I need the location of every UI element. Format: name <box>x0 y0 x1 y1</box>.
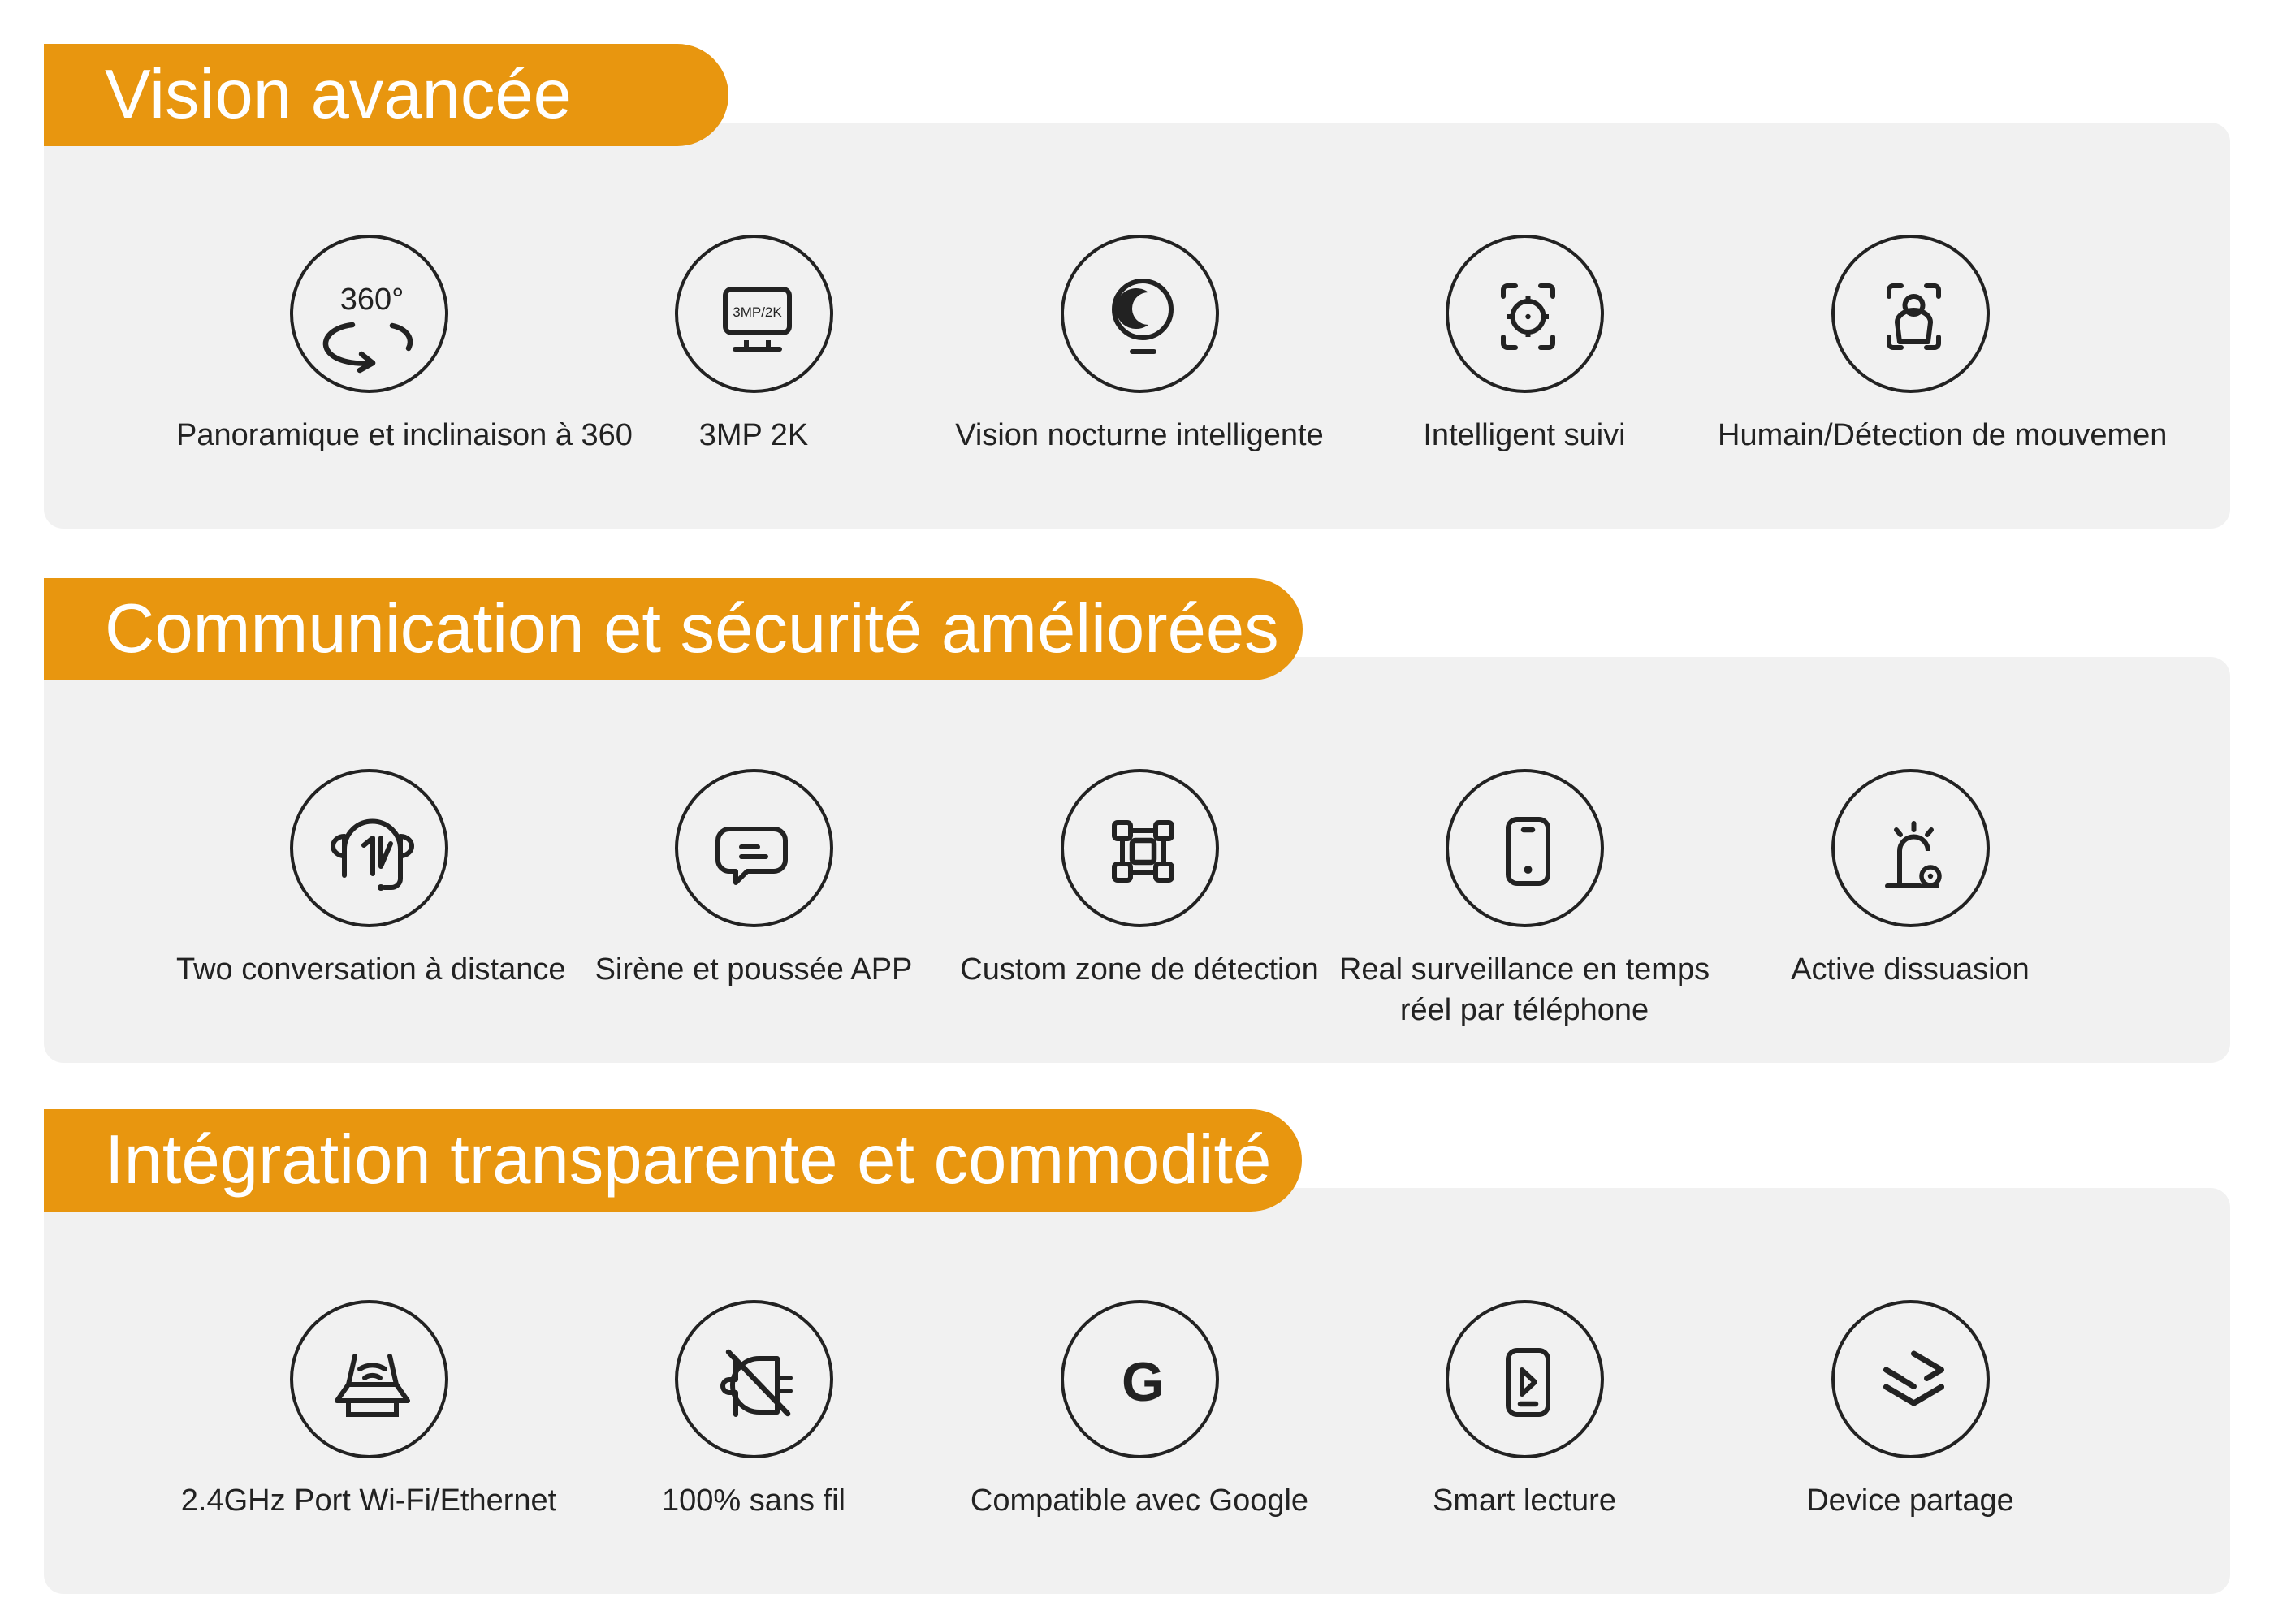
svg-text:G: G <box>1122 1351 1165 1413</box>
svg-text:3MP/2K: 3MP/2K <box>733 304 782 320</box>
svg-text:360°: 360° <box>339 283 404 317</box>
